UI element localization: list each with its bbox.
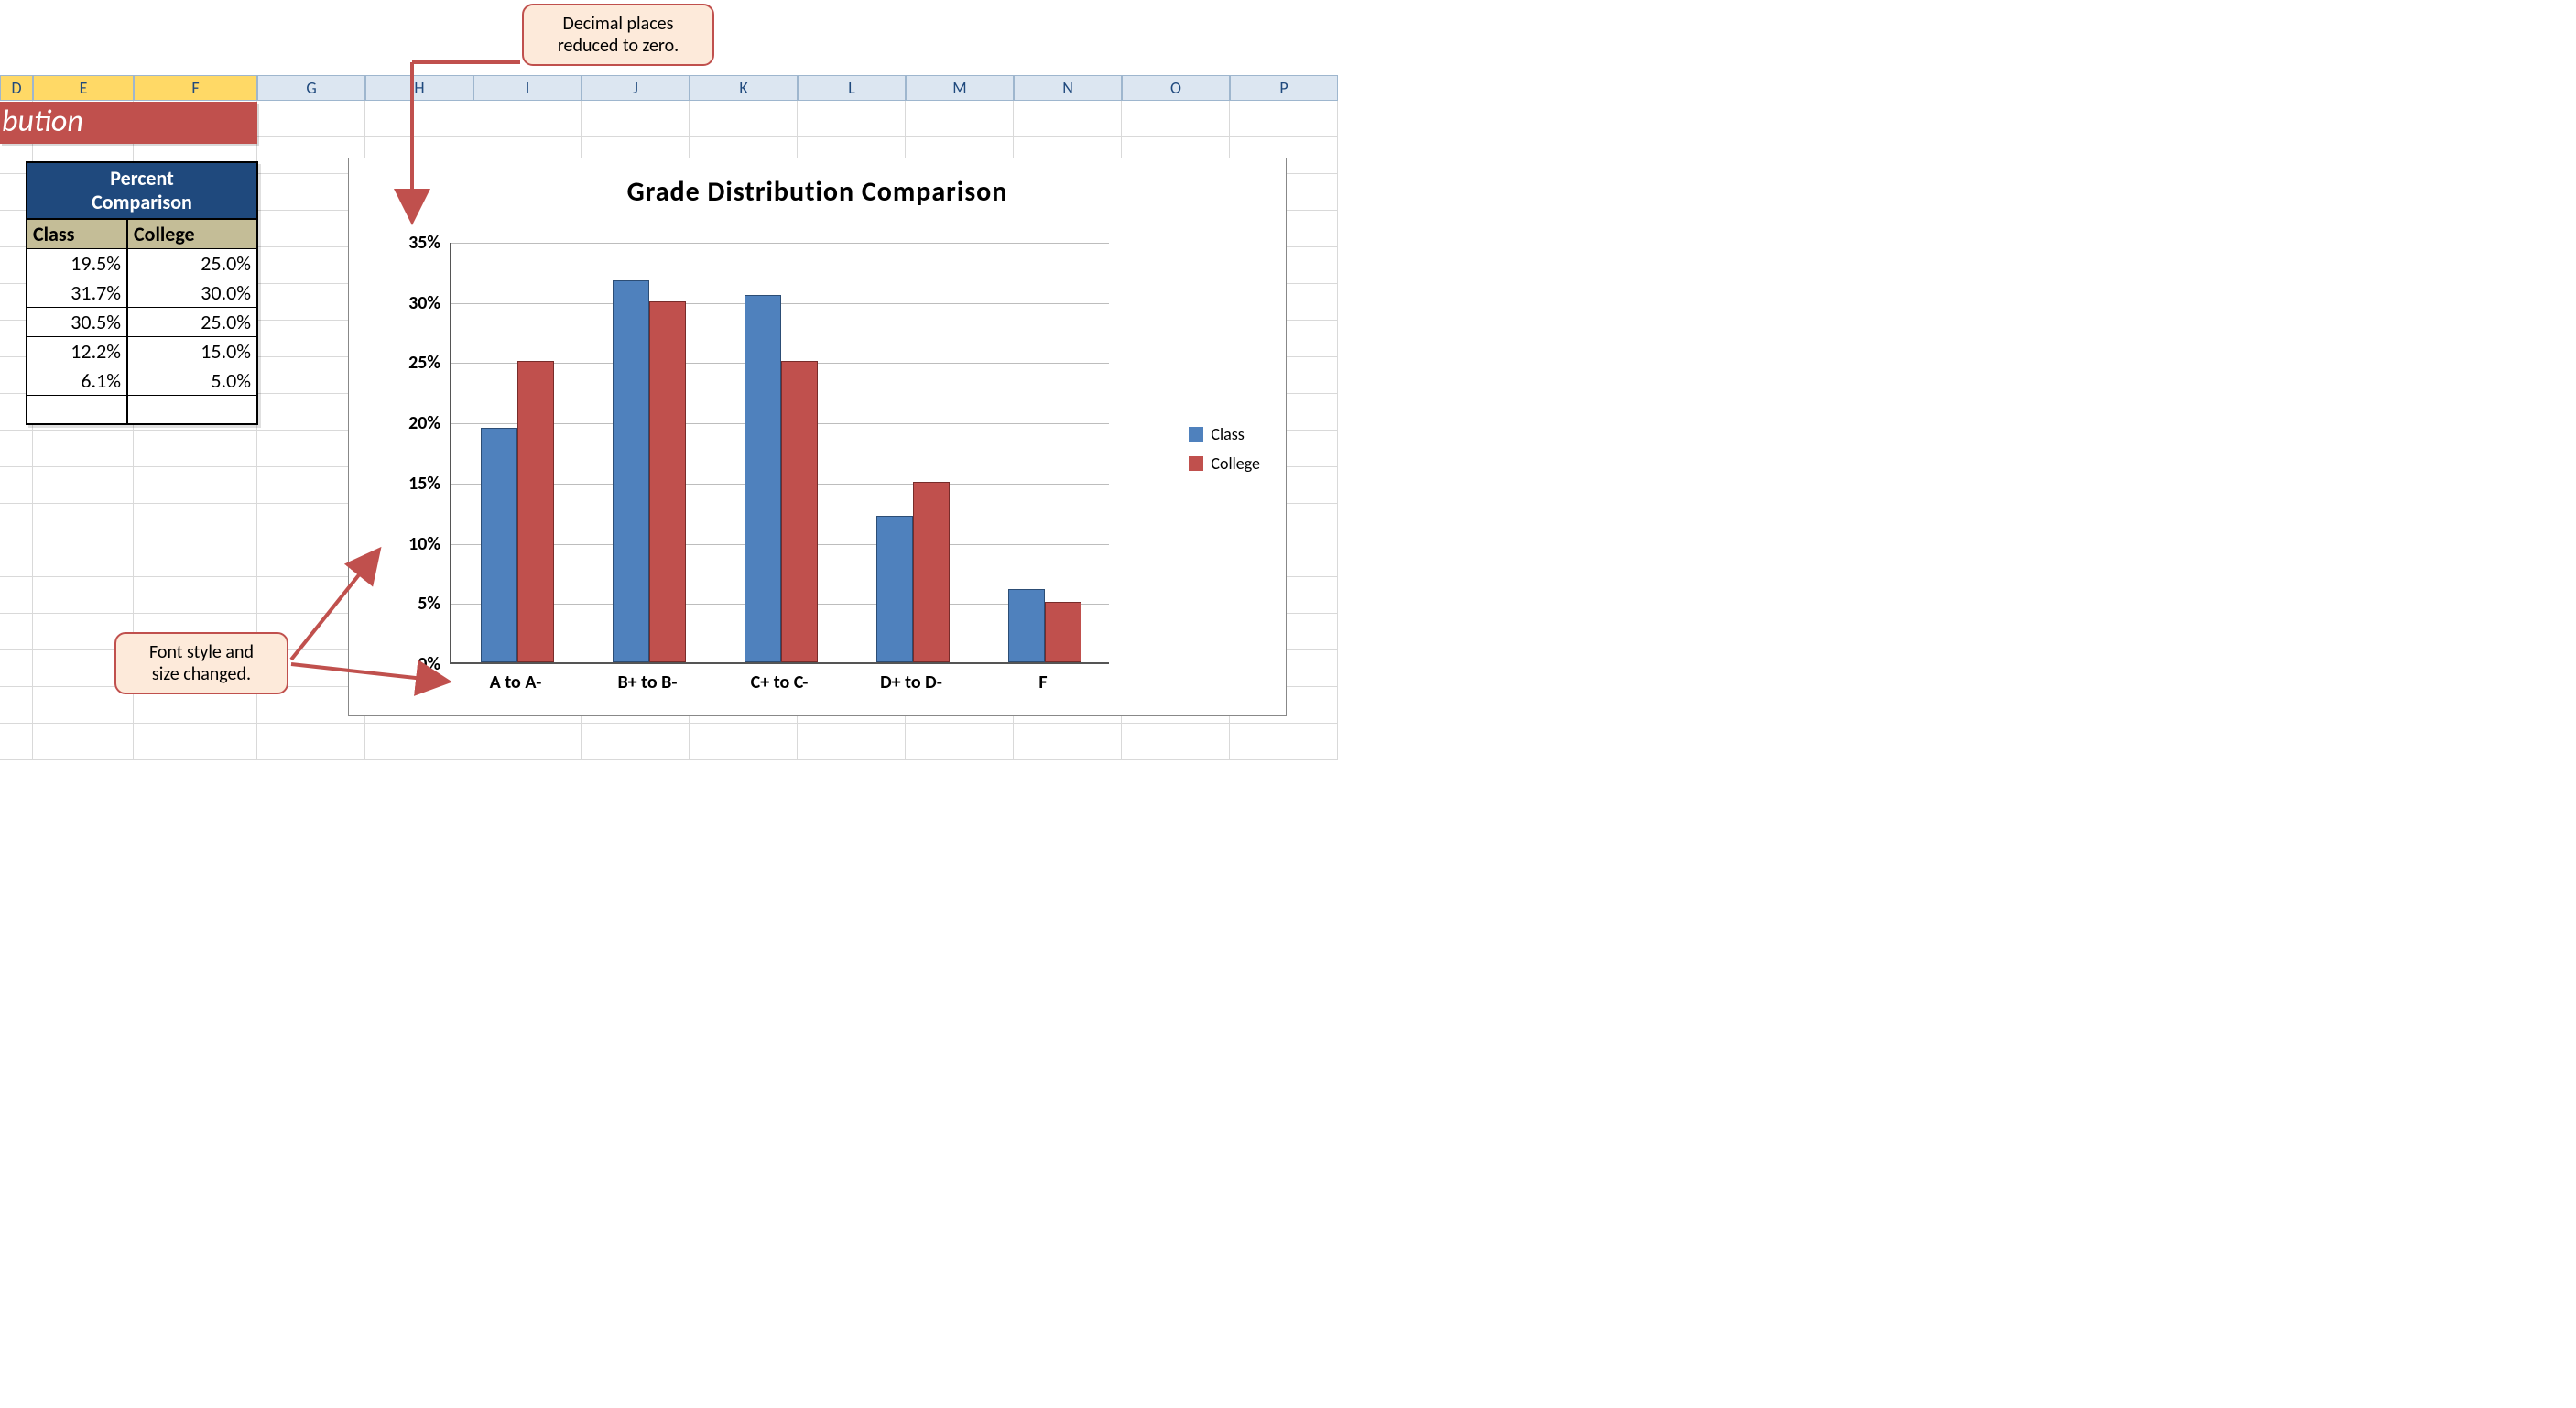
subheader-college: College — [128, 220, 256, 248]
bar-college[interactable] — [913, 482, 950, 662]
bar-college[interactable] — [649, 301, 686, 662]
column-header[interactable]: P — [1230, 75, 1338, 101]
column-header[interactable]: I — [473, 75, 582, 101]
x-axis-label: D+ to D- — [845, 671, 977, 693]
chart-plot-area: 0%5%10%15%20%25%30%35% — [450, 243, 1109, 664]
table-subheader: Class College — [27, 218, 256, 248]
column-header[interactable]: L — [798, 75, 906, 101]
y-axis-label: 35% — [349, 232, 440, 254]
bar-college[interactable] — [1045, 602, 1081, 662]
cell-class: 12.2% — [27, 337, 128, 366]
bar-class[interactable] — [613, 280, 649, 662]
bar-class[interactable] — [1008, 589, 1045, 662]
bar-class[interactable] — [481, 428, 517, 662]
y-axis-label: 30% — [349, 292, 440, 314]
column-header-row: DEFGHIJKLMNOP — [0, 75, 1338, 101]
banner-text: bution — [2, 103, 83, 140]
callout-font-style: Font style andsize changed. — [114, 632, 288, 694]
cell-class: 30.5% — [27, 308, 128, 336]
x-axis-label: A to A- — [450, 671, 582, 693]
table-row[interactable]: 19.5%25.0% — [27, 248, 256, 278]
table-row[interactable]: 6.1%5.0% — [27, 366, 256, 395]
column-header[interactable]: G — [257, 75, 365, 101]
table-row[interactable]: 12.2%15.0% — [27, 336, 256, 366]
grade-distribution-chart[interactable]: Grade Distribution Comparison 0%5%10%15%… — [348, 158, 1287, 716]
title-banner: bution — [0, 102, 257, 144]
column-header[interactable]: N — [1014, 75, 1122, 101]
y-axis-label: 0% — [349, 653, 440, 675]
legend-item: College — [1189, 453, 1260, 474]
cell-college: 25.0% — [128, 249, 256, 278]
y-axis-label: 5% — [349, 593, 440, 615]
y-axis-label: 25% — [349, 352, 440, 374]
bar-college[interactable] — [781, 361, 818, 662]
column-header[interactable]: M — [906, 75, 1014, 101]
table-header: PercentComparison — [27, 163, 256, 218]
table-row[interactable]: 30.5%25.0% — [27, 307, 256, 336]
cell-class: 31.7% — [27, 278, 128, 307]
bar-college[interactable] — [517, 361, 554, 662]
column-header[interactable]: D — [0, 75, 33, 101]
chart-title: Grade Distribution Comparison — [349, 175, 1286, 209]
subheader-class: Class — [27, 220, 128, 248]
column-header[interactable]: O — [1122, 75, 1230, 101]
cell-class: 6.1% — [27, 366, 128, 395]
callout-decimal-places: Decimal placesreduced to zero. — [522, 4, 714, 66]
y-axis-label: 20% — [349, 412, 440, 434]
x-axis-label: C+ to C- — [713, 671, 845, 693]
percent-comparison-table: PercentComparison Class College 19.5%25.… — [26, 161, 258, 425]
column-header[interactable]: H — [365, 75, 473, 101]
legend-item: Class — [1189, 424, 1260, 444]
bar-class[interactable] — [876, 516, 913, 662]
x-axis-label: F — [977, 671, 1109, 693]
cell-college: 30.0% — [128, 278, 256, 307]
chart-legend: Class College — [1189, 415, 1260, 483]
column-header[interactable]: K — [690, 75, 798, 101]
x-axis-label: B+ to B- — [582, 671, 713, 693]
bar-class[interactable] — [745, 295, 781, 662]
table-row[interactable]: 31.7%30.0% — [27, 278, 256, 307]
cell-class: 19.5% — [27, 249, 128, 278]
y-axis-label: 15% — [349, 473, 440, 495]
column-header[interactable]: J — [582, 75, 690, 101]
cell-college: 15.0% — [128, 337, 256, 366]
column-header[interactable]: E — [33, 75, 134, 101]
cell-college: 25.0% — [128, 308, 256, 336]
cell-college: 5.0% — [128, 366, 256, 395]
y-axis-label: 10% — [349, 533, 440, 555]
column-header[interactable]: F — [134, 75, 257, 101]
chart-x-labels: A to A-B+ to B-C+ to C-D+ to D-F — [450, 671, 1109, 693]
